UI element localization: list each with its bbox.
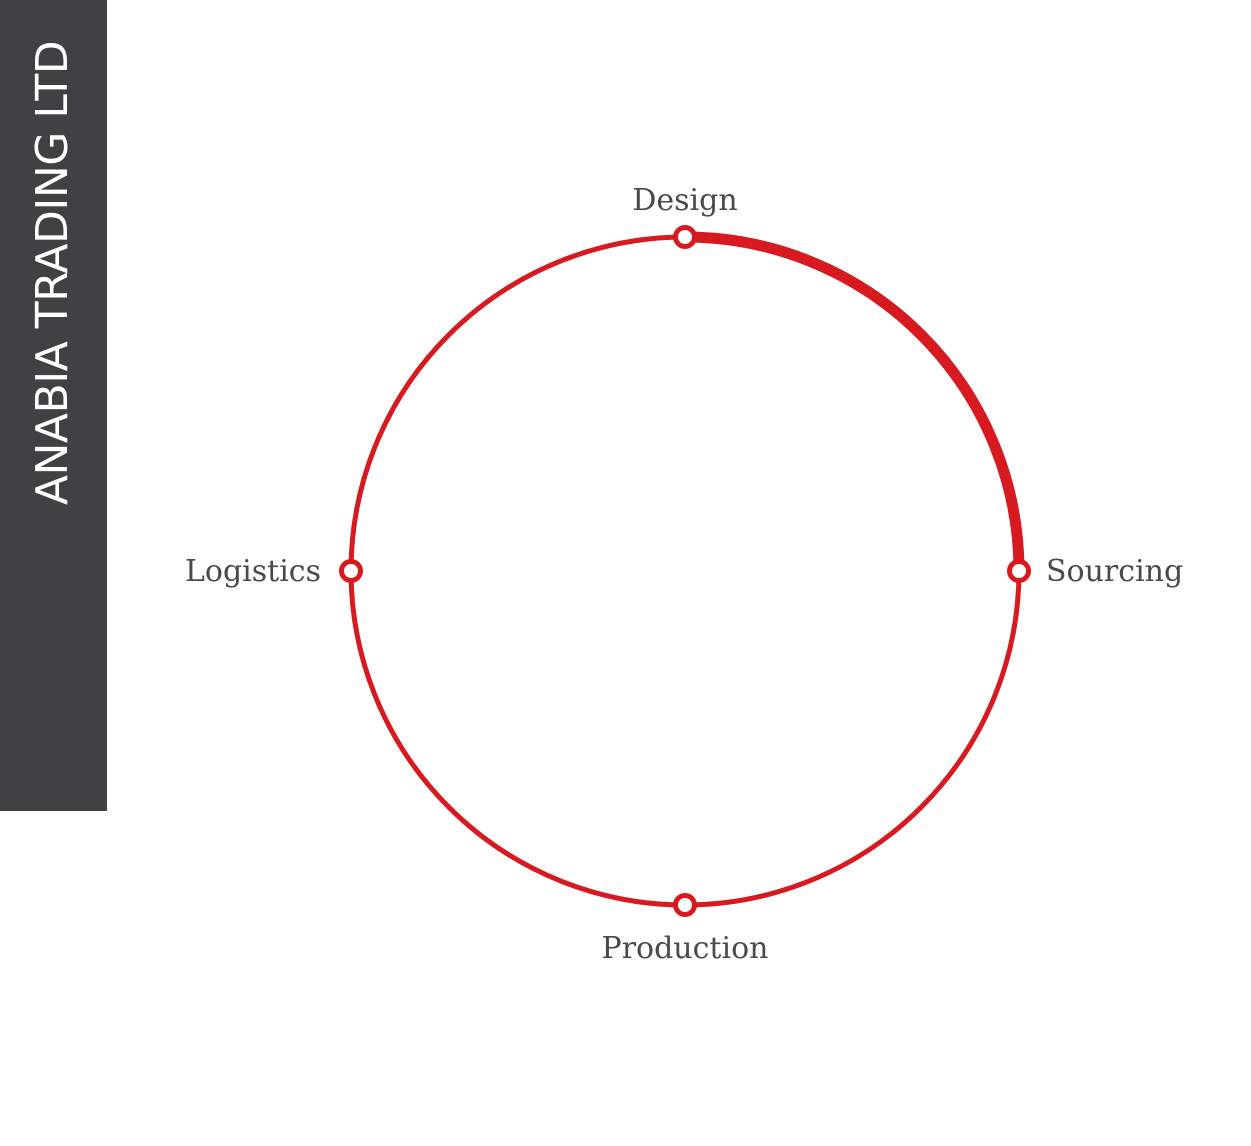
stage-label-production: Production [602,931,769,966]
stage-node-production[interactable] [676,896,695,915]
stage-label-sourcing: Sourcing [1046,554,1183,589]
stage-node-design[interactable] [676,228,695,247]
stage-label-design: Design [632,183,737,218]
highlighted-arc-design-to-sourcing [685,237,1019,571]
stage-label-logistics: Logistics [185,554,321,589]
stage-node-sourcing[interactable] [1010,562,1029,581]
stage-node-logistics[interactable] [342,562,361,581]
